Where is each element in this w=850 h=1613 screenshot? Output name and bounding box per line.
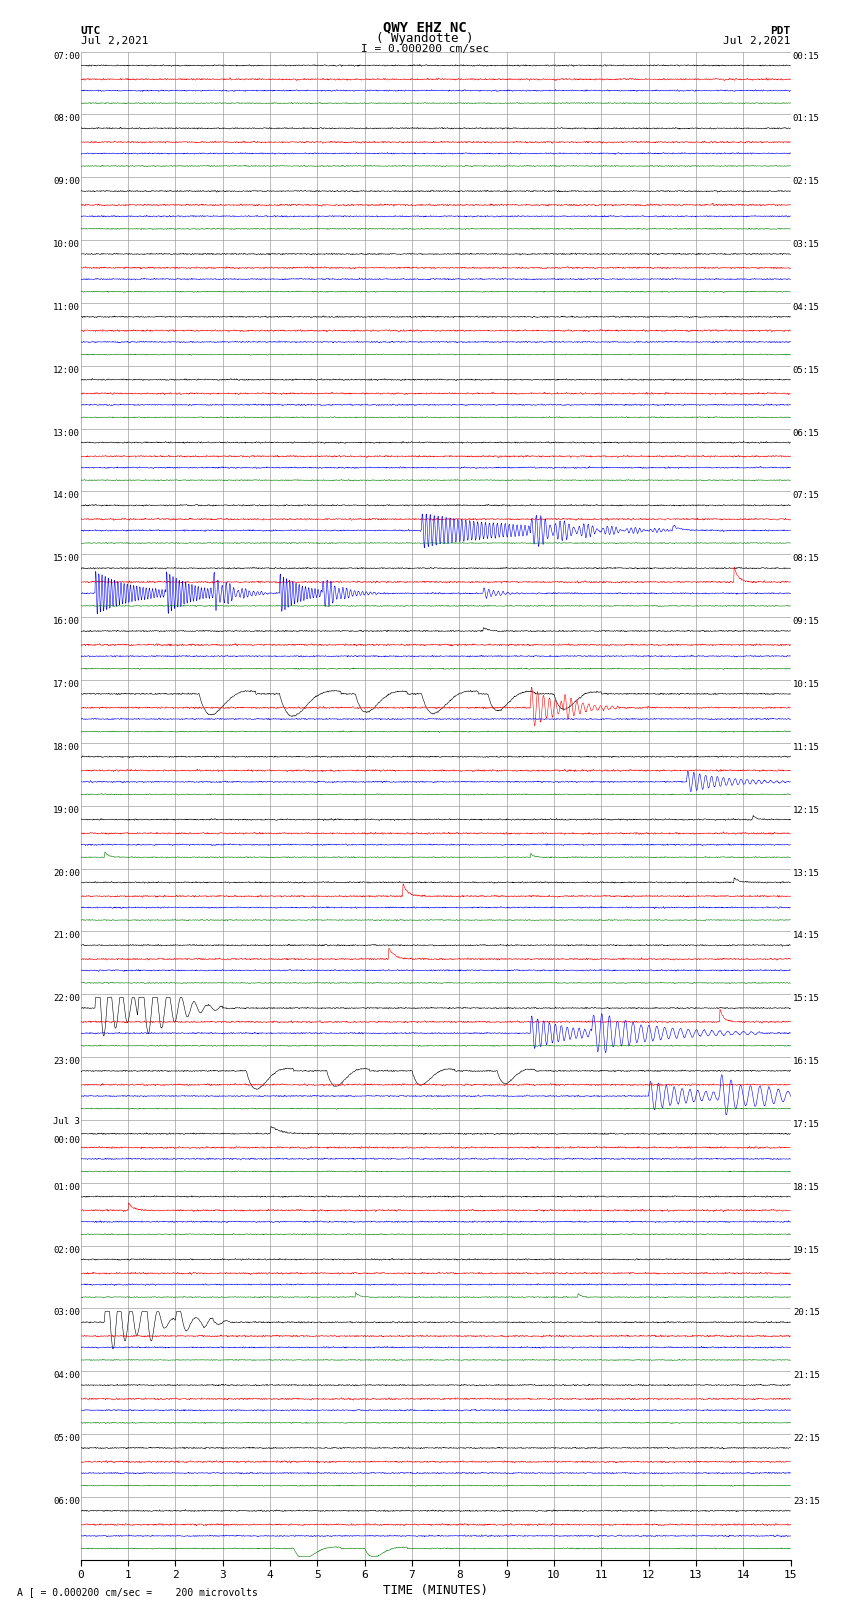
Text: 12:15: 12:15	[793, 805, 819, 815]
Text: 20:00: 20:00	[53, 868, 80, 877]
Text: QWY EHZ NC: QWY EHZ NC	[383, 19, 467, 34]
Text: 09:00: 09:00	[53, 177, 80, 185]
Text: 18:00: 18:00	[53, 744, 80, 752]
Text: 08:15: 08:15	[793, 555, 819, 563]
Text: 14:00: 14:00	[53, 492, 80, 500]
Text: ( Wyandotte ): ( Wyandotte )	[377, 32, 473, 45]
Text: 07:15: 07:15	[793, 492, 819, 500]
Text: 08:00: 08:00	[53, 115, 80, 124]
Text: 04:15: 04:15	[793, 303, 819, 311]
Text: 17:15: 17:15	[793, 1119, 819, 1129]
Text: 02:15: 02:15	[793, 177, 819, 185]
Text: 06:15: 06:15	[793, 429, 819, 437]
Text: 12:00: 12:00	[53, 366, 80, 374]
Text: 00:15: 00:15	[793, 52, 819, 61]
Text: 21:00: 21:00	[53, 931, 80, 940]
Text: 16:15: 16:15	[793, 1057, 819, 1066]
Text: 11:15: 11:15	[793, 744, 819, 752]
Text: 14:15: 14:15	[793, 931, 819, 940]
Text: 15:00: 15:00	[53, 555, 80, 563]
Text: 13:15: 13:15	[793, 868, 819, 877]
Text: 05:00: 05:00	[53, 1434, 80, 1444]
Text: 19:15: 19:15	[793, 1245, 819, 1255]
Text: 03:00: 03:00	[53, 1308, 80, 1318]
Text: A [ = 0.000200 cm/sec =    200 microvolts: A [ = 0.000200 cm/sec = 200 microvolts	[17, 1587, 258, 1597]
Text: 16:00: 16:00	[53, 618, 80, 626]
Text: Jul 2,2021: Jul 2,2021	[81, 37, 148, 47]
Text: 05:15: 05:15	[793, 366, 819, 374]
Text: 23:15: 23:15	[793, 1497, 819, 1507]
Text: 09:15: 09:15	[793, 618, 819, 626]
Text: 22:15: 22:15	[793, 1434, 819, 1444]
Text: 23:00: 23:00	[53, 1057, 80, 1066]
X-axis label: TIME (MINUTES): TIME (MINUTES)	[383, 1584, 488, 1597]
Text: 20:15: 20:15	[793, 1308, 819, 1318]
Text: 18:15: 18:15	[793, 1182, 819, 1192]
Text: UTC: UTC	[81, 26, 101, 35]
Text: 07:00: 07:00	[53, 52, 80, 61]
Text: 11:00: 11:00	[53, 303, 80, 311]
Text: 13:00: 13:00	[53, 429, 80, 437]
Text: 17:00: 17:00	[53, 681, 80, 689]
Text: Jul 2,2021: Jul 2,2021	[723, 37, 791, 47]
Text: 10:15: 10:15	[793, 681, 819, 689]
Text: 02:00: 02:00	[53, 1245, 80, 1255]
Text: 19:00: 19:00	[53, 805, 80, 815]
Text: 15:15: 15:15	[793, 994, 819, 1003]
Text: PDT: PDT	[770, 26, 790, 35]
Text: 04:00: 04:00	[53, 1371, 80, 1381]
Text: 21:15: 21:15	[793, 1371, 819, 1381]
Text: 03:15: 03:15	[793, 240, 819, 248]
Text: Jul 3: Jul 3	[53, 1116, 80, 1126]
Text: 22:00: 22:00	[53, 994, 80, 1003]
Text: 01:00: 01:00	[53, 1182, 80, 1192]
Text: 01:15: 01:15	[793, 115, 819, 124]
Text: 10:00: 10:00	[53, 240, 80, 248]
Text: I = 0.000200 cm/sec: I = 0.000200 cm/sec	[361, 44, 489, 53]
Text: 06:00: 06:00	[53, 1497, 80, 1507]
Text: 00:00: 00:00	[53, 1136, 80, 1145]
